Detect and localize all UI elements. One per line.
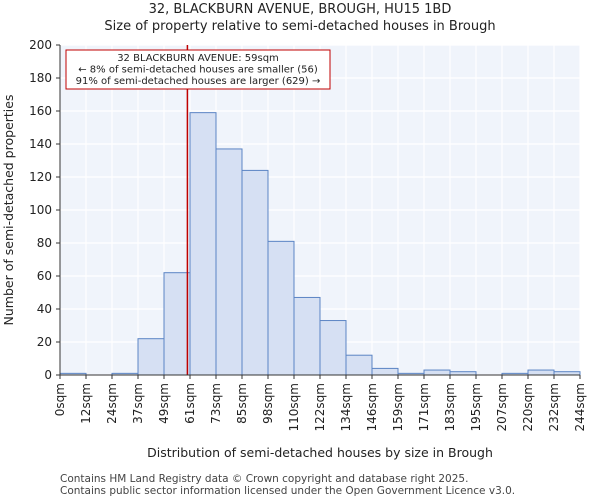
x-tick-label: 37sqm: [131, 383, 145, 424]
y-tick-label: 0: [44, 368, 52, 382]
bar: [163, 272, 191, 376]
chart-subtitle: Size of property relative to semi-detach…: [104, 19, 496, 34]
x-tick-label: 159sqm: [391, 383, 405, 431]
y-tick-label: 100: [29, 203, 52, 217]
x-tick-label: 244sqm: [573, 383, 587, 431]
annotation-line-1: 32 BLACKBURN AVENUE: 59sqm: [117, 53, 279, 64]
x-tick-label: 183sqm: [443, 383, 457, 431]
x-tick-label: 49sqm: [157, 383, 171, 424]
chart-title: 32, BLACKBURN AVENUE, BROUGH, HU15 1BD: [148, 2, 452, 17]
y-tick-label: 120: [29, 170, 52, 184]
x-tick-label: 98sqm: [261, 383, 275, 424]
bar: [345, 354, 373, 376]
bar: [293, 296, 321, 376]
x-tick-labels: 0sqm 12sqm 24sqm 37sqm 49sqm 61sqm 73sqm 85sqm 9…: [53, 375, 587, 431]
bar: [423, 369, 451, 376]
x-tick-label: 207sqm: [495, 383, 509, 431]
annotation-line-3: 91% of semi-detached houses are larger (…: [76, 76, 321, 87]
x-tick-label: 12sqm: [79, 383, 93, 424]
bar: [189, 112, 217, 376]
x-tick-label: 122sqm: [313, 383, 327, 431]
x-tick-label: 220sqm: [521, 383, 535, 431]
y-axis-label: Number of semi-detached properties: [1, 95, 16, 326]
footer-line-1: Contains HM Land Registry data © Crown c…: [60, 473, 469, 485]
y-tick-labels: 0 20 40 60 80 100 120 140 160 180 200: [29, 38, 60, 382]
y-tick-label: 180: [29, 71, 52, 85]
footer-line-2: Contains public sector information licen…: [60, 485, 516, 497]
y-tick-label: 160: [29, 104, 52, 118]
bar: [241, 169, 269, 376]
x-tick-label: 0sqm: [53, 383, 67, 416]
annotation-border: [65, 49, 331, 90]
bar: [527, 369, 555, 376]
bar: [319, 320, 347, 376]
x-tick-label: 24sqm: [105, 383, 119, 424]
x-tick-label: 232sqm: [547, 383, 561, 431]
y-tick-label: 200: [29, 38, 52, 52]
annotation-box: 32 BLACKBURN AVENUE: 59sqm ← 8% of semi-…: [65, 49, 331, 90]
y-tick-label: 40: [37, 302, 52, 316]
x-tick-label: 134sqm: [339, 383, 353, 431]
y-tick-label: 60: [37, 269, 52, 283]
x-tick-label: 85sqm: [235, 383, 249, 424]
x-tick-label: 195sqm: [469, 383, 483, 431]
bars: [59, 112, 581, 376]
y-tick-label: 20: [37, 335, 52, 349]
annotation-line-2: ← 8% of semi-detached houses are smaller…: [78, 65, 318, 76]
bar: [371, 367, 399, 376]
x-tick-label: 171sqm: [417, 383, 431, 431]
x-tick-label: 61sqm: [183, 383, 197, 424]
y-tick-label: 140: [29, 137, 52, 151]
y-tick-label: 80: [37, 236, 52, 250]
x-tick-label: 73sqm: [209, 383, 223, 424]
x-tick-label: 110sqm: [287, 383, 301, 431]
x-axis-label: Distribution of semi-detached houses by …: [147, 445, 493, 460]
bar: [267, 240, 295, 376]
bar: [137, 338, 165, 376]
x-tick-label: 146sqm: [365, 383, 379, 431]
bar: [215, 148, 243, 376]
